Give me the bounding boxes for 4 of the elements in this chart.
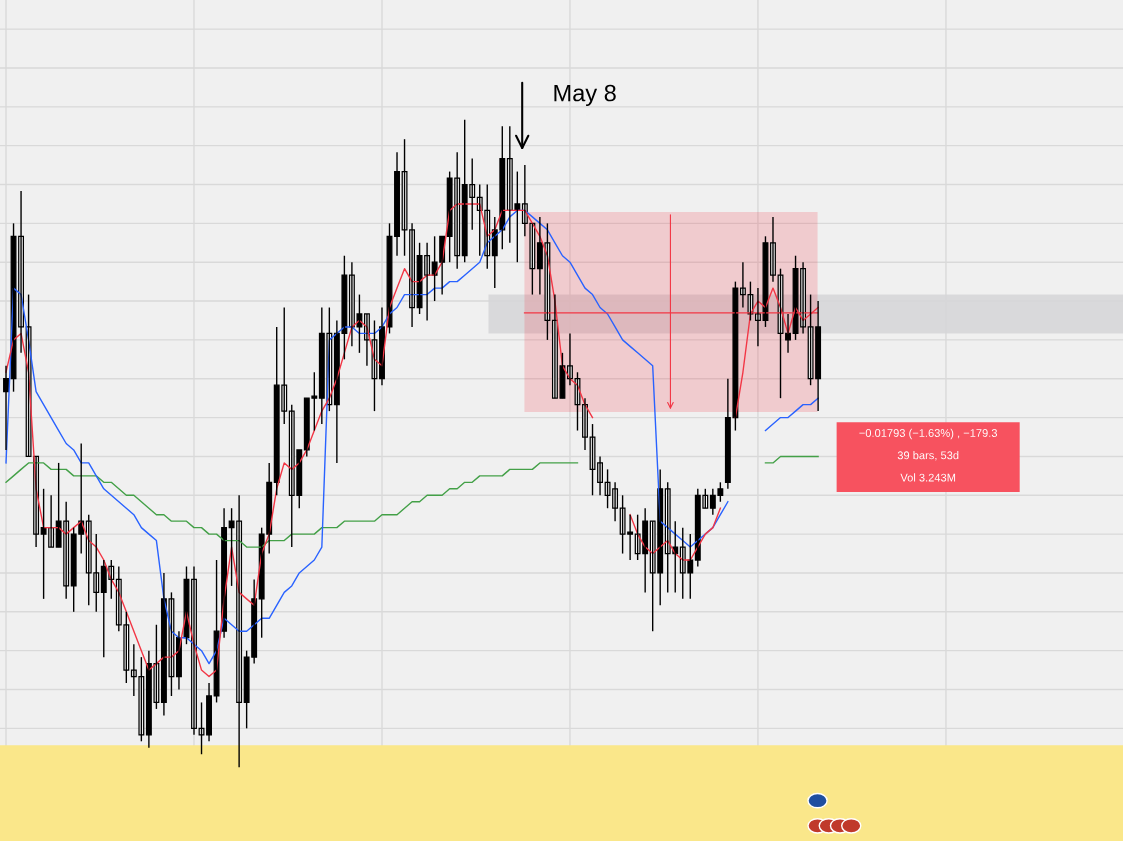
text: −0.01793 (−1.63%) , −179.3	[859, 428, 998, 440]
text: May 8	[554, 84, 616, 107]
text: Vol 3.243M	[900, 473, 956, 482]
text: 39 bars, 53d	[897, 451, 959, 461]
